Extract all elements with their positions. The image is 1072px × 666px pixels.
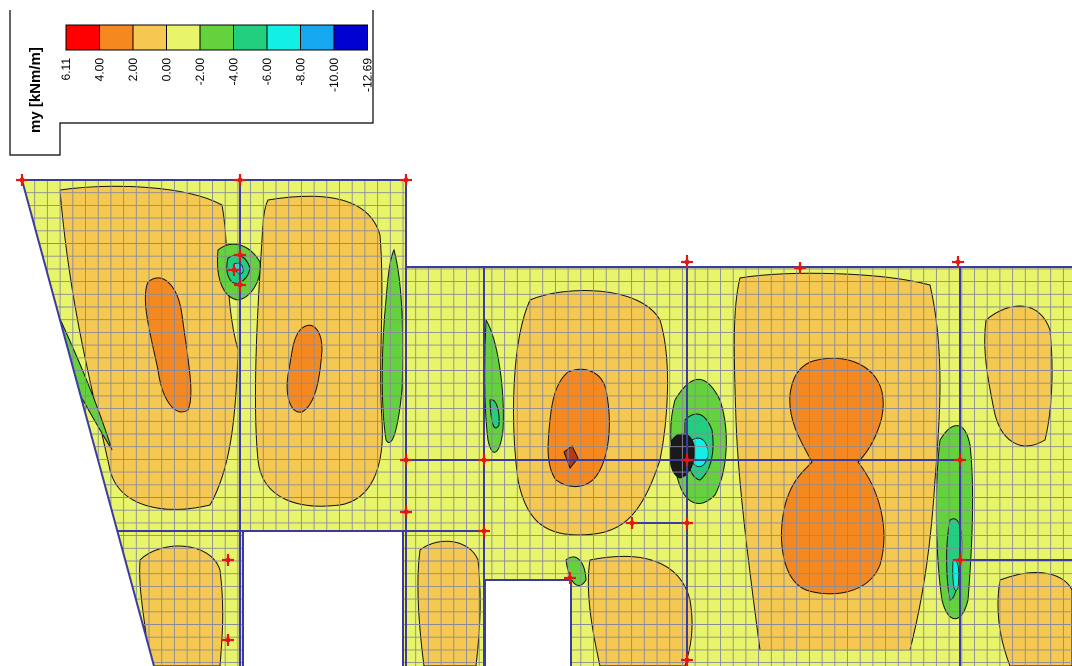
- legend-swatches: [65, 24, 368, 51]
- legend-swatch: [99, 24, 134, 51]
- legend-tick-label: -12.69: [361, 58, 375, 92]
- legend-title: my [kNm/m]: [27, 47, 44, 133]
- legend-tick-label: -6.00: [260, 58, 274, 86]
- legend-tick-label: -4.00: [227, 58, 241, 86]
- legend-swatch: [233, 24, 268, 51]
- legend-swatch: [199, 24, 234, 51]
- opening-left: [242, 530, 404, 666]
- legend-tick-label: -8.00: [294, 58, 308, 86]
- legend-swatch: [333, 24, 368, 51]
- supports: [16, 174, 966, 666]
- opening-middle: [484, 579, 572, 666]
- slab-edges: [21, 179, 1072, 666]
- legend-labels: 6.11 4.00 2.00 0.00 -2.00 -4.00 -6.00 -8.00 -10.…: [59, 58, 375, 92]
- zone-positive-high: [144, 277, 885, 595]
- legend-tick-label: 0.00: [160, 58, 174, 82]
- legend-tick-label: -2.00: [193, 58, 207, 86]
- legend-tick-label: 4.00: [93, 58, 107, 82]
- legend-tick-label: 2.00: [126, 58, 140, 82]
- legend-swatch: [132, 24, 167, 51]
- legend-frame: [9, 10, 374, 156]
- legend-tick-label: 6.11: [59, 58, 73, 81]
- legend: my [kNm/m] 6.11 4.00 2.00 0.00 -2.00 -4.00 -6.…: [9, 10, 375, 156]
- legend-swatch: [166, 24, 201, 51]
- legend-swatch: [266, 24, 301, 51]
- legend-tick-label: -10.00: [327, 58, 341, 92]
